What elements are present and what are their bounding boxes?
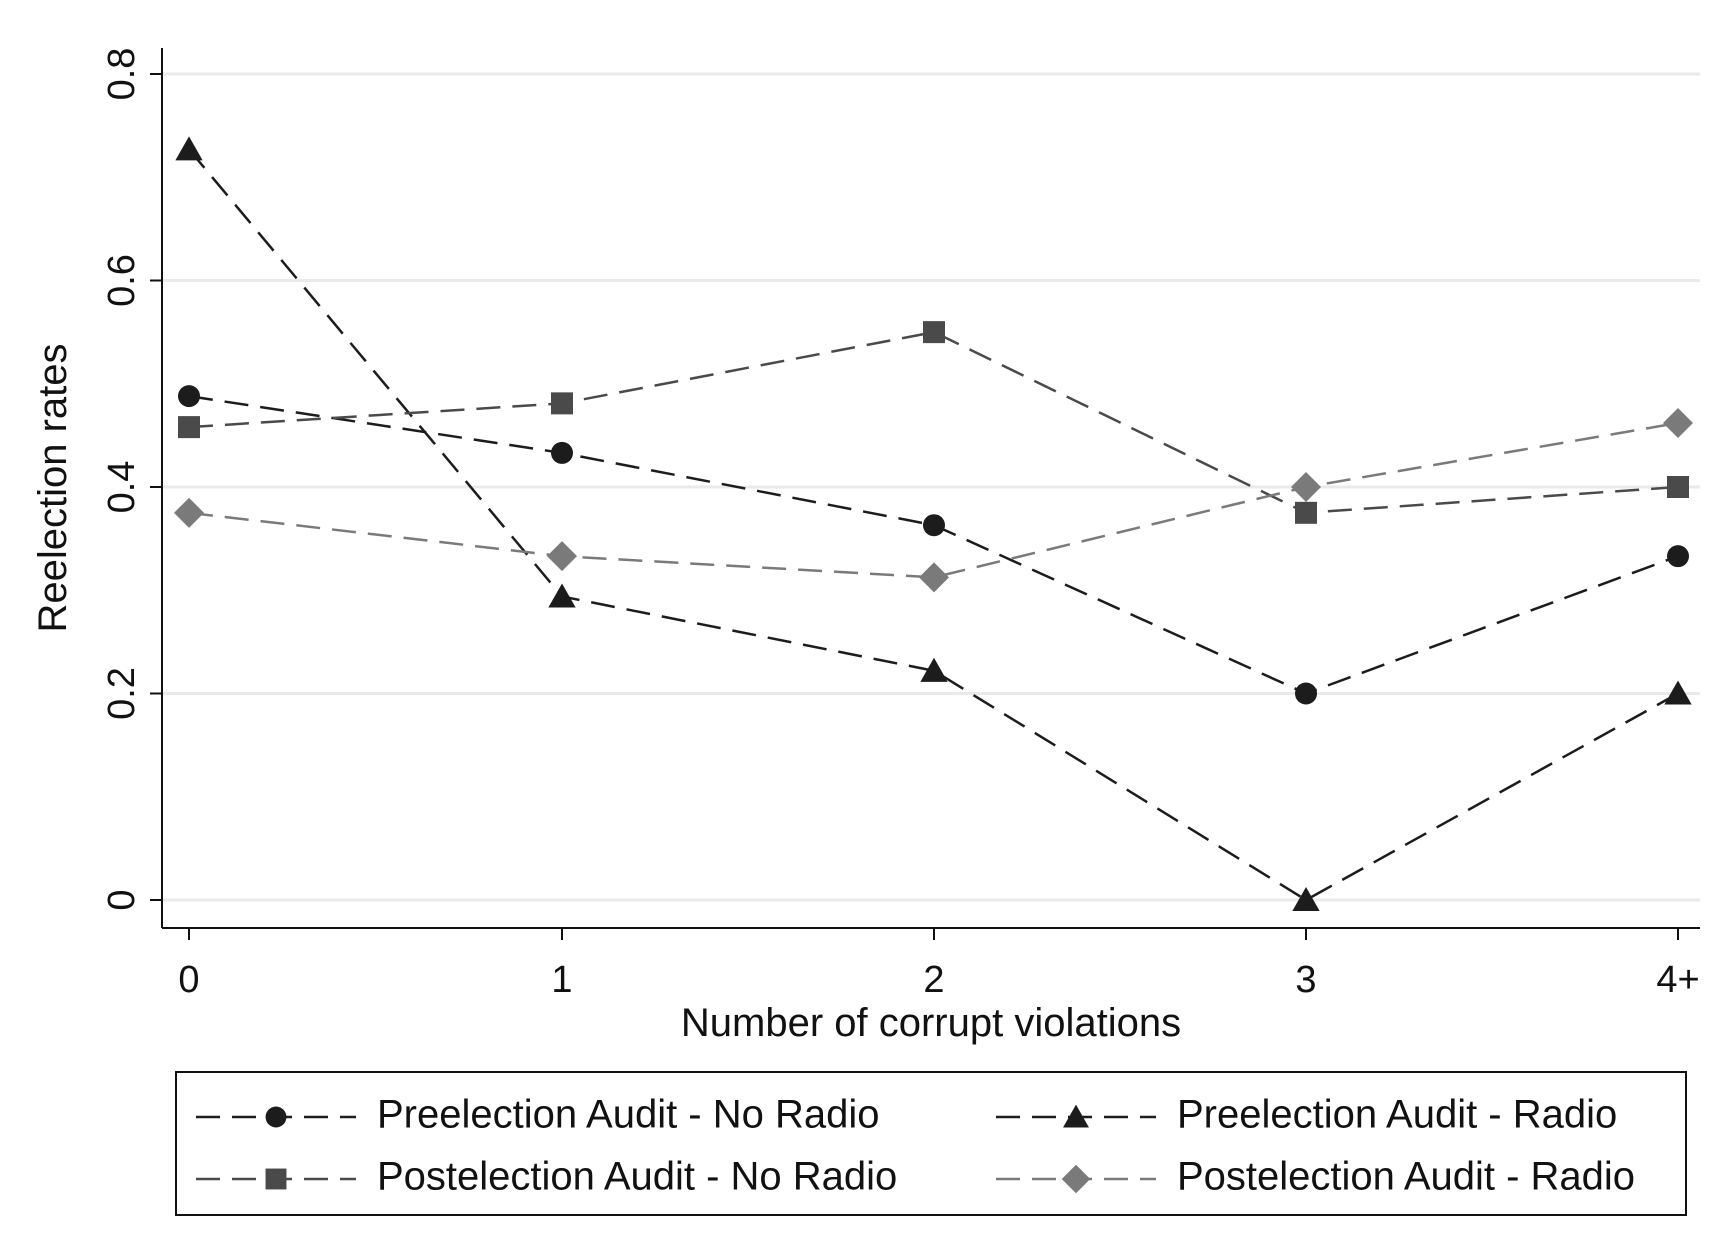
- data-point-triangle: [175, 136, 203, 161]
- x-tick-label: 1: [551, 959, 572, 1001]
- data-point-circle: [1295, 682, 1317, 705]
- legend-marker-diamond: [1061, 1164, 1091, 1194]
- data-point-circle: [551, 441, 573, 464]
- x-tick-label: 2: [923, 959, 944, 1001]
- y-tick-label: 0.8: [101, 48, 143, 101]
- axes: 0 0.2 0.4 0.6 0.8 0 1 2 3 4+: [101, 48, 1700, 1001]
- data-point-square: [1667, 476, 1689, 498]
- legend-marker-square: [265, 1168, 287, 1190]
- data-point-square: [923, 321, 945, 344]
- legend-marker-circle: [265, 1106, 287, 1128]
- legend-label: Preelection Audit - Radio: [1177, 1093, 1617, 1137]
- data-point-square: [551, 392, 573, 415]
- legend-label: Preelection Audit - No Radio: [377, 1093, 880, 1137]
- data-point-diamond: [1291, 472, 1321, 502]
- y-tick-label: 0.6: [101, 254, 143, 307]
- data-point-triangle: [1292, 887, 1320, 912]
- data-point-diamond: [1663, 407, 1693, 438]
- legend-marker-triangle: [1063, 1104, 1089, 1128]
- data-point-triangle: [548, 583, 576, 608]
- y-tick-label: 0: [101, 889, 143, 910]
- data-point-square: [1295, 501, 1317, 524]
- x-axis-title: Number of corrupt violations: [681, 1001, 1181, 1045]
- x-tick-label: 4+: [1656, 959, 1699, 1001]
- legend-box: [175, 1071, 1687, 1216]
- data-point-triangle: [920, 657, 948, 682]
- data-point-square: [178, 416, 200, 439]
- legend-label: Postelection Audit - No Radio: [377, 1155, 897, 1199]
- data-point-circle: [1667, 545, 1689, 568]
- legend-label: Postelection Audit - Radio: [1177, 1155, 1635, 1199]
- data-point-circle: [178, 385, 200, 408]
- x-tick-label: 3: [1295, 959, 1316, 1001]
- data-point-diamond: [919, 562, 949, 593]
- data-point-triangle: [1664, 680, 1692, 705]
- data-point-circle: [923, 514, 945, 537]
- series-markers: [174, 136, 1693, 912]
- x-tick-label: 0: [178, 959, 199, 1001]
- data-point-diamond: [547, 541, 577, 572]
- data-point-diamond: [174, 497, 204, 528]
- y-tick-label: 0.4: [101, 461, 143, 514]
- gridlines: [162, 72, 1700, 902]
- y-axis-title: Reelection rates: [31, 343, 75, 632]
- y-tick-label: 0.2: [101, 667, 143, 720]
- legend: Preelection Audit - No Radio Preelection …: [175, 1071, 1687, 1216]
